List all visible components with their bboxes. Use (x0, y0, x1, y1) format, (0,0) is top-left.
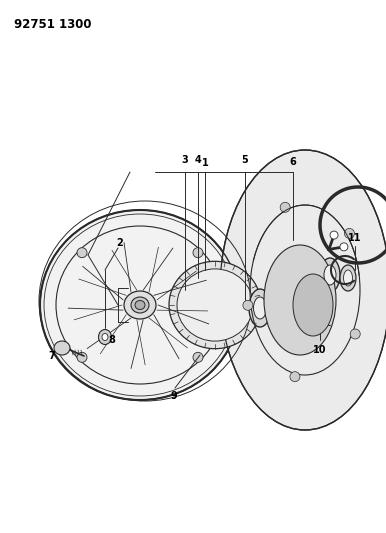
Circle shape (290, 372, 300, 382)
Ellipse shape (135, 301, 145, 310)
Ellipse shape (124, 291, 156, 319)
Ellipse shape (131, 297, 149, 313)
Ellipse shape (102, 334, 108, 341)
Text: 11: 11 (348, 233, 362, 243)
Text: 7: 7 (49, 351, 55, 361)
Ellipse shape (98, 329, 112, 344)
Text: 9: 9 (171, 391, 178, 401)
Text: 6: 6 (290, 157, 296, 167)
Ellipse shape (264, 245, 336, 355)
Ellipse shape (177, 269, 253, 341)
Text: 1: 1 (201, 158, 208, 168)
Ellipse shape (269, 292, 287, 324)
Ellipse shape (340, 265, 356, 291)
Ellipse shape (324, 265, 336, 285)
Circle shape (350, 329, 360, 339)
Circle shape (280, 203, 290, 212)
Ellipse shape (344, 270, 352, 286)
Ellipse shape (40, 210, 240, 400)
Circle shape (330, 231, 338, 239)
Circle shape (193, 248, 203, 257)
Circle shape (340, 243, 348, 251)
Text: 3: 3 (182, 155, 188, 165)
Text: 8: 8 (108, 335, 115, 345)
Ellipse shape (169, 261, 261, 349)
Text: 4: 4 (195, 155, 201, 165)
Ellipse shape (273, 299, 283, 317)
Ellipse shape (320, 258, 340, 292)
Ellipse shape (54, 341, 70, 355)
Ellipse shape (254, 297, 266, 319)
Circle shape (243, 300, 253, 310)
Ellipse shape (220, 150, 386, 430)
Ellipse shape (293, 274, 333, 336)
Ellipse shape (249, 289, 271, 327)
Text: 2: 2 (117, 238, 124, 248)
Text: 5: 5 (242, 155, 248, 165)
Circle shape (77, 352, 87, 362)
Circle shape (344, 229, 354, 238)
Text: 10: 10 (313, 345, 327, 355)
Circle shape (77, 248, 87, 257)
Circle shape (193, 352, 203, 362)
Text: 92751 1300: 92751 1300 (14, 18, 91, 31)
